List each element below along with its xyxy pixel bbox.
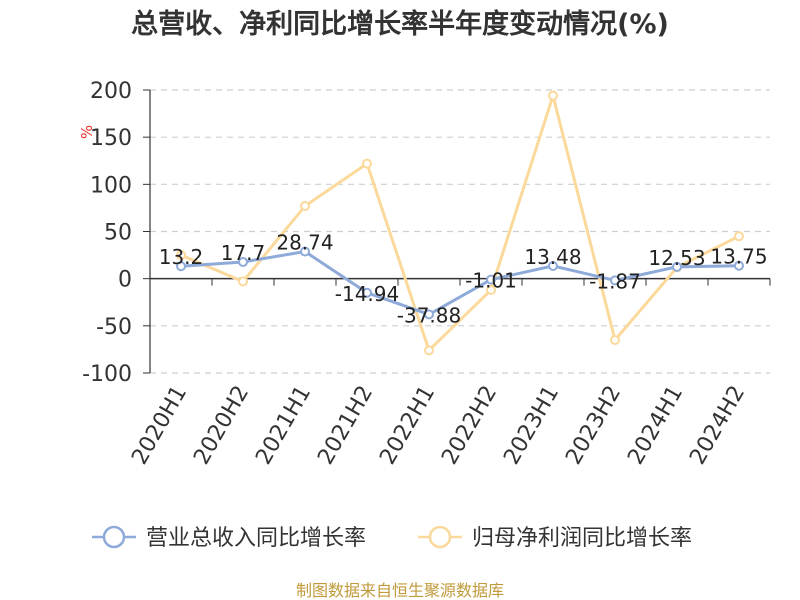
data-label: -1.01 xyxy=(465,269,517,293)
legend-swatch-marker xyxy=(102,525,126,549)
x-tick-label: 2021H1 xyxy=(251,382,316,469)
x-tick-label: 2023H2 xyxy=(561,382,626,469)
x-tick-label: 2022H2 xyxy=(437,382,502,469)
y-tick-label: 50 xyxy=(104,221,132,246)
data-label: 13.75 xyxy=(710,245,767,269)
y-tick-label: -50 xyxy=(96,315,132,340)
grid-lines xyxy=(150,89,770,374)
x-tick-label: 2022H1 xyxy=(375,382,440,469)
y-tick-label: -100 xyxy=(82,362,132,387)
x-tick-label: 2024H2 xyxy=(685,382,750,469)
data-label: 13.2 xyxy=(159,245,204,269)
y-tick-label: 150 xyxy=(90,126,132,151)
data-point xyxy=(672,261,682,272)
data-point xyxy=(424,345,434,356)
legend-swatch-marker xyxy=(428,525,452,549)
data-label: 12.53 xyxy=(648,246,705,270)
data-label: 28.74 xyxy=(276,231,333,255)
data-point xyxy=(734,231,744,242)
x-tick-label: 2020H2 xyxy=(189,382,254,469)
data-point xyxy=(548,90,558,101)
data-point xyxy=(176,250,186,261)
data-point xyxy=(486,284,496,295)
data-label: -1.87 xyxy=(589,269,641,293)
data-point xyxy=(734,260,744,271)
y-axis-unit: % xyxy=(78,125,96,139)
chart-title: 总营收、净利同比增长率半年度变动情况(%) xyxy=(131,8,669,40)
legend: 营业总收入同比增长率 归母净利润同比增长率 xyxy=(92,525,692,551)
data-point xyxy=(486,274,496,285)
data-label: -37.88 xyxy=(397,303,461,327)
data-label: -14.94 xyxy=(335,282,399,306)
legend-label: 营业总收入同比增长率 xyxy=(146,526,366,551)
data-point xyxy=(238,276,248,287)
series-line xyxy=(180,250,740,316)
data-labels: 13.2 17.7 28.74 -14.94-37.88-1.01 13.48 -1.87… xyxy=(159,231,768,328)
data-point xyxy=(300,246,310,257)
x-tick-label: 2023H1 xyxy=(499,382,564,469)
x-tick-label: 2021H2 xyxy=(313,382,378,469)
data-point xyxy=(238,256,248,267)
y-tick-label: 100 xyxy=(90,173,132,198)
data-point xyxy=(548,260,558,271)
y-tick-label: 0 xyxy=(118,268,132,293)
data-point xyxy=(300,201,310,212)
x-tick-label: 2020H1 xyxy=(127,382,192,469)
data-point xyxy=(610,275,620,286)
data-label: 13.48 xyxy=(524,245,581,269)
y-tick-label: 200 xyxy=(90,79,132,104)
x-tick-label: 2024H1 xyxy=(623,382,688,469)
data-point xyxy=(424,309,434,320)
data-point xyxy=(176,261,186,272)
data-point xyxy=(362,158,372,169)
data-point xyxy=(610,334,620,345)
data-point xyxy=(362,287,372,298)
legend-label: 归母净利润同比增长率 xyxy=(472,526,692,551)
source-note: 制图数据来自恒生聚源数据库 xyxy=(296,581,504,600)
series-lines xyxy=(176,90,744,356)
data-label: 17.7 xyxy=(221,241,266,265)
series-line xyxy=(180,94,740,352)
